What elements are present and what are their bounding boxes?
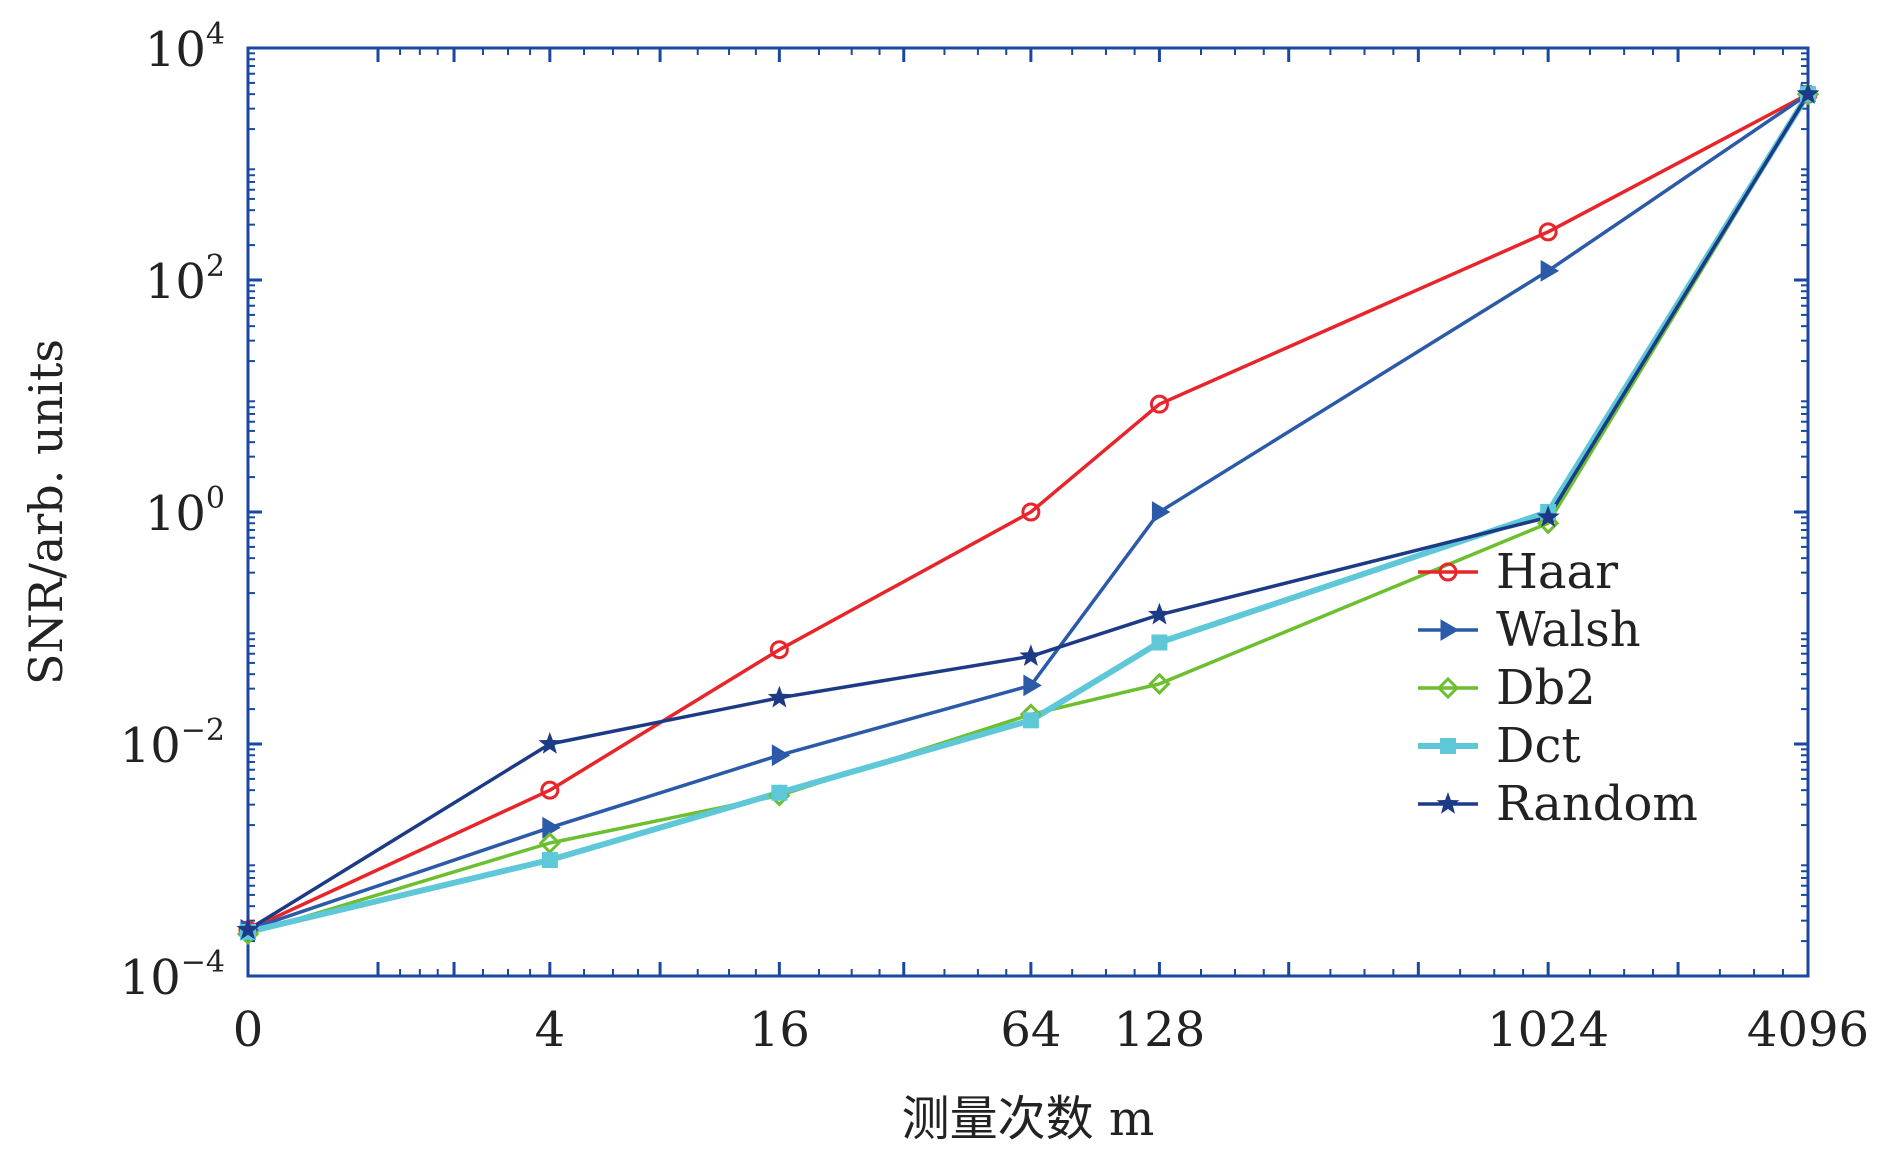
data-point-haar	[1021, 502, 1041, 522]
y-tick-labels: 10−4 10−2 100 102 104	[120, 17, 225, 1006]
data-point-haar	[1149, 394, 1169, 414]
series-markers	[236, 82, 1820, 946]
legend-marker	[1436, 792, 1460, 814]
legend-marker	[1438, 562, 1458, 582]
data-point-random	[1019, 644, 1043, 666]
data-point-dct	[1022, 712, 1039, 729]
data-point-haar	[540, 780, 560, 800]
data-point-walsh	[542, 816, 561, 839]
x-tick-label: 1024	[1487, 1002, 1609, 1058]
legend-marker	[1440, 619, 1459, 641]
legend-marker	[1440, 738, 1456, 754]
y-tick-label: 100	[145, 481, 225, 542]
data-point-random	[1796, 82, 1820, 104]
legend-label: Haar	[1496, 544, 1618, 600]
x-tick-label: 16	[749, 1002, 810, 1058]
x-tick-label: 128	[1114, 1002, 1206, 1058]
data-point-dct	[1151, 634, 1168, 651]
y-tick-label: 102	[145, 249, 225, 310]
data-point-walsh	[1151, 501, 1171, 523]
y-axis-title: SNR/arb. units	[19, 339, 73, 685]
x-tick-label: 64	[1000, 1002, 1061, 1058]
data-point-random	[767, 685, 791, 708]
y-tick-label: 10−4	[120, 945, 225, 1006]
x-tick-label: 4	[535, 1002, 566, 1058]
legend-label: Dct	[1496, 718, 1581, 774]
data-point-dct	[541, 852, 558, 868]
data-point-db2	[1148, 672, 1171, 695]
series-line-haar	[247, 92, 1809, 932]
data-point-db2	[1537, 512, 1560, 535]
data-point-haar	[769, 640, 789, 660]
data-point-random	[1536, 505, 1560, 527]
y-tick-label: 104	[145, 17, 225, 78]
data-point-walsh	[1023, 674, 1042, 697]
data-point-walsh	[1540, 259, 1560, 282]
x-tick-labels: 0 4 16 64 128 1024 4096	[233, 1002, 1869, 1058]
data-point-walsh	[771, 744, 791, 767]
data-point-random	[236, 917, 260, 940]
legend-label: Db2	[1496, 660, 1596, 716]
legend-marker	[1436, 676, 1460, 700]
major-ticks	[248, 46, 1810, 978]
data-point-random	[538, 732, 562, 754]
data-point-dct	[771, 784, 788, 801]
y-tick-label: 10−2	[120, 713, 225, 774]
legend-label: Random	[1496, 776, 1698, 832]
x-tick-label: 0	[233, 1002, 264, 1058]
x-tick-label: 4096	[1747, 1002, 1869, 1058]
legend-label: Walsh	[1496, 602, 1641, 658]
data-point-random	[1148, 602, 1171, 625]
data-point-haar	[1538, 222, 1558, 242]
x-axis-title: 测量次数 m	[902, 1091, 1155, 1147]
